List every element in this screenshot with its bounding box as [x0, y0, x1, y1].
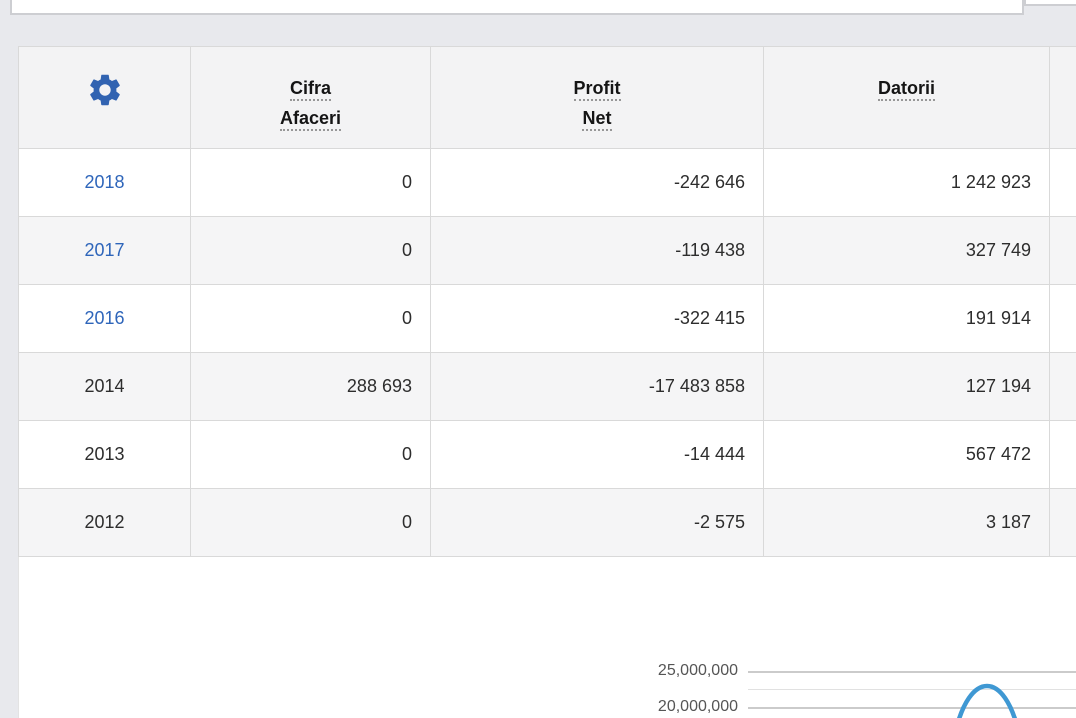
year-cell: 2013	[18, 420, 191, 489]
cell-profit-net: -17 483 858	[430, 352, 764, 421]
table-row-2017: 2017 0 -119 438 327 749	[18, 216, 1076, 285]
chart-line	[957, 684, 1017, 718]
year-text-2013: 2013	[84, 444, 125, 464]
year-text-2012: 2012	[84, 512, 125, 532]
header-row: Cifra Afaceri Profit Net Datorii	[18, 46, 1076, 149]
column-header-cifra-afaceri[interactable]: Cifra Afaceri	[190, 46, 431, 149]
settings-header-cell[interactable]	[18, 46, 191, 149]
cell-datorii: 3 187	[763, 488, 1050, 557]
cell-extra	[1049, 216, 1076, 285]
cell-cifra-afaceri: 0	[190, 488, 431, 557]
cell-cifra-afaceri: 288 693	[190, 352, 431, 421]
top-panel-right	[1024, 0, 1076, 6]
cell-extra	[1049, 352, 1076, 421]
header-label-cifra: Cifra	[289, 78, 331, 101]
table-row-2014: 2014 288 693 -17 483 858 127 194	[18, 352, 1076, 421]
table-row-2016: 2016 0 -322 415 191 914	[18, 284, 1076, 353]
year-link-2017[interactable]: 2017	[84, 240, 125, 260]
financial-table: Cifra Afaceri Profit Net Datorii 2018 0 …	[18, 46, 1076, 557]
table-row-2018: 2018 0 -242 646 1 242 923	[18, 148, 1076, 217]
gridline-25m	[748, 671, 1076, 673]
top-panel-left	[10, 0, 1024, 15]
year-link-2018[interactable]: 2018	[84, 172, 125, 192]
cell-datorii: 1 242 923	[763, 148, 1050, 217]
cell-cifra-afaceri: 0	[190, 148, 431, 217]
y-axis-tick-20m: 20,000,000	[657, 698, 738, 715]
year-text-2014: 2014	[84, 376, 125, 396]
column-header-extra	[1049, 46, 1076, 149]
table-row-2012: 2012 0 -2 575 3 187	[18, 488, 1076, 557]
year-link-2016[interactable]: 2016	[84, 308, 125, 328]
cell-cifra-afaceri: 0	[190, 420, 431, 489]
y-axis-tick-25m: 25,000,000	[657, 662, 738, 679]
year-cell: 2016	[18, 284, 191, 353]
year-cell: 2017	[18, 216, 191, 285]
header-label-profit: Profit	[573, 78, 621, 101]
gridline-20m	[748, 707, 1076, 709]
table-row-2013: 2013 0 -14 444 567 472	[18, 420, 1076, 489]
cell-datorii: 327 749	[763, 216, 1050, 285]
header-label-datorii: Datorii	[877, 78, 935, 101]
column-header-profit-net[interactable]: Profit Net	[430, 46, 764, 149]
column-header-datorii[interactable]: Datorii	[763, 46, 1050, 149]
header-label-net: Net	[582, 108, 612, 131]
cell-cifra-afaceri: 0	[190, 216, 431, 285]
cell-extra	[1049, 488, 1076, 557]
cell-datorii: 567 472	[763, 420, 1050, 489]
cell-profit-net: -322 415	[430, 284, 764, 353]
year-cell: 2014	[18, 352, 191, 421]
cell-profit-net: -2 575	[430, 488, 764, 557]
cell-profit-net: -242 646	[430, 148, 764, 217]
cell-datorii: 127 194	[763, 352, 1050, 421]
cell-extra	[1049, 284, 1076, 353]
header-label-afaceri: Afaceri	[279, 108, 342, 131]
gridline-22-5m	[748, 689, 1076, 690]
chart-panel: 25,000,000 20,000,000	[18, 557, 1076, 718]
cell-profit-net: -119 438	[430, 216, 764, 285]
gear-icon[interactable]	[86, 74, 124, 113]
cell-cifra-afaceri: 0	[190, 284, 431, 353]
cell-extra	[1049, 148, 1076, 217]
cell-datorii: 191 914	[763, 284, 1050, 353]
cell-extra	[1049, 420, 1076, 489]
year-cell: 2012	[18, 488, 191, 557]
cell-profit-net: -14 444	[430, 420, 764, 489]
year-cell: 2018	[18, 148, 191, 217]
